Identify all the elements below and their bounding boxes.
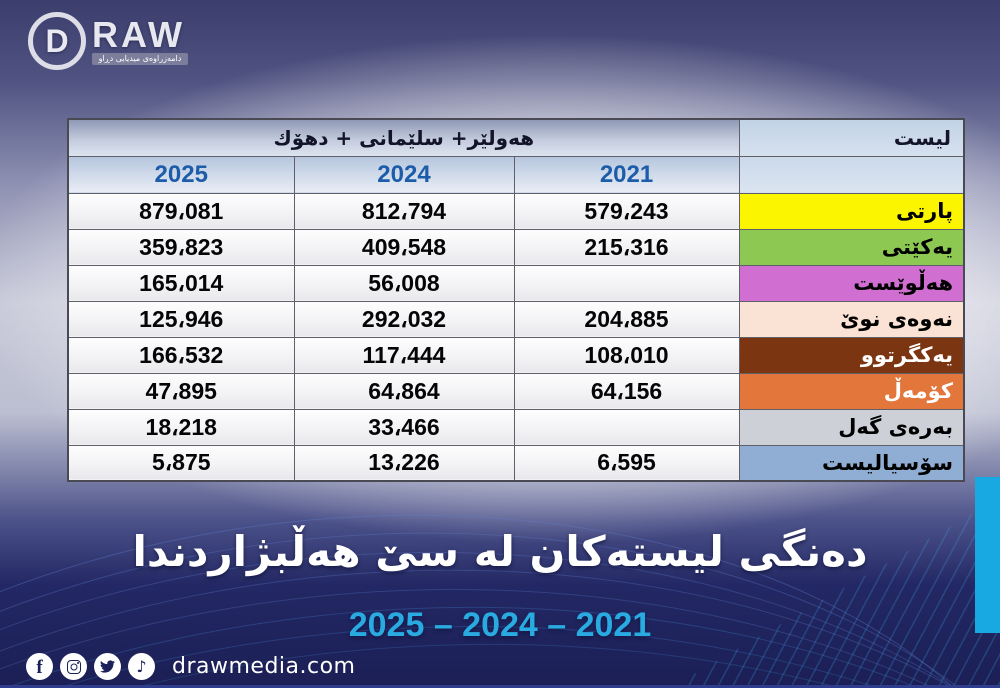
vote-count-cell xyxy=(513,408,740,446)
twitter-icon[interactable] xyxy=(94,653,121,680)
vote-count-cell: 13،226 xyxy=(293,444,515,482)
vote-count-cell: 579،243 xyxy=(513,192,740,230)
table-row: 165،014 56،008 هەڵوێست xyxy=(67,264,965,302)
vote-count-cell: 5،875 xyxy=(67,444,295,482)
vote-count-cell: 117،444 xyxy=(293,336,515,374)
party-name-cell: پارتی xyxy=(738,192,965,230)
bottom-edge-line xyxy=(0,685,1000,688)
table-header-row-region: هەولێر+ سلێمانی + دهۆك ليست xyxy=(67,118,965,157)
vote-count-cell: 166،532 xyxy=(67,336,295,374)
year-header-2024: 2024 xyxy=(293,155,515,194)
vote-count-cell: 292،032 xyxy=(293,300,515,338)
vote-count-cell: 879،081 xyxy=(67,192,295,230)
vote-count-cell: 56،008 xyxy=(293,264,515,302)
logo-text-block: RAW دامەزراوەی میدیایی دڕاو xyxy=(92,14,188,65)
party-name-cell: یەکگرتوو xyxy=(738,336,965,374)
party-name-cell: سۆسیالیست xyxy=(738,444,965,482)
table-body: 879،081 812،794 579،243 پارتی 359،823 409،548… xyxy=(67,192,965,482)
vote-count-cell: 108،010 xyxy=(513,336,740,374)
vote-count-cell: 64،156 xyxy=(513,372,740,410)
region-header-cell: هەولێر+ سلێمانی + دهۆك xyxy=(67,118,740,157)
tiktok-icon[interactable]: ♪ xyxy=(128,653,155,680)
table-row: 359،823 409،548 215،316 یەکێتی xyxy=(67,228,965,266)
party-name-cell: کۆمەڵ xyxy=(738,372,965,410)
party-name-cell: بەرەی گەل xyxy=(738,408,965,446)
vote-count-cell: 204،885 xyxy=(513,300,740,338)
list-header-cell: ليست xyxy=(738,118,965,157)
table-row: 5،875 13،226 6،595 سۆسیالیست xyxy=(67,444,965,482)
table-row: 879،081 812،794 579،243 پارتی xyxy=(67,192,965,230)
draw-media-logo: D RAW دامەزراوەی میدیایی دڕاو xyxy=(28,12,188,70)
vote-count-cell: 33،466 xyxy=(293,408,515,446)
table-row: 125،946 292،032 204،885 نەوەی نوێ xyxy=(67,300,965,338)
table-row: 18،218 33،466 بەرەی گەل xyxy=(67,408,965,446)
vote-count-cell: 165،014 xyxy=(67,264,295,302)
logo-brand-name: RAW xyxy=(92,14,185,55)
votes-table-wrap: هەولێر+ سلێمانی + دهۆك ليست 2025 2024 20… xyxy=(67,118,966,482)
footer-bar: f ♪ drawmedia.com xyxy=(26,653,356,680)
vote-count-cell: 64،864 xyxy=(293,372,515,410)
year-header-2025: 2025 xyxy=(67,155,295,194)
vote-count-cell: 47،895 xyxy=(67,372,295,410)
side-accent-tab xyxy=(975,477,1000,633)
votes-table: هەولێر+ سلێمانی + دهۆك ليست 2025 2024 20… xyxy=(67,118,966,482)
vote-count-cell: 18،218 xyxy=(67,408,295,446)
party-name-cell: نەوەی نوێ xyxy=(738,300,965,338)
vote-count-cell xyxy=(513,264,740,302)
table-header-row-years: 2025 2024 2021 xyxy=(67,155,965,194)
vote-count-cell: 125،946 xyxy=(67,300,295,338)
logo-tagline: دامەزراوەی میدیایی دڕاو xyxy=(92,53,188,65)
logo-letter: D xyxy=(45,22,69,59)
vote-count-cell: 215،316 xyxy=(513,228,740,266)
page-title: دەنگی لیستەکان لە سێ هەڵبژاردندا xyxy=(132,527,868,576)
vote-count-cell: 812،794 xyxy=(293,192,515,230)
draw-logo-d-icon: D xyxy=(28,12,86,70)
vote-count-cell: 6،595 xyxy=(513,444,740,482)
party-name-cell: یەکێتی xyxy=(738,228,965,266)
page-subtitle-years: 2025 – 2024 – 2021 xyxy=(348,606,652,644)
party-name-cell: هەڵوێست xyxy=(738,264,965,302)
list-header-empty-cell xyxy=(738,155,965,194)
instagram-icon[interactable] xyxy=(60,653,87,680)
table-row: 166،532 117،444 108،010 یەکگرتوو xyxy=(67,336,965,374)
year-header-2021: 2021 xyxy=(513,155,740,194)
website-link[interactable]: drawmedia.com xyxy=(172,654,356,679)
vote-count-cell: 409،548 xyxy=(293,228,515,266)
table-row: 47،895 64،864 64،156 کۆمەڵ xyxy=(67,372,965,410)
vote-count-cell: 359،823 xyxy=(67,228,295,266)
facebook-icon[interactable]: f xyxy=(26,653,53,680)
